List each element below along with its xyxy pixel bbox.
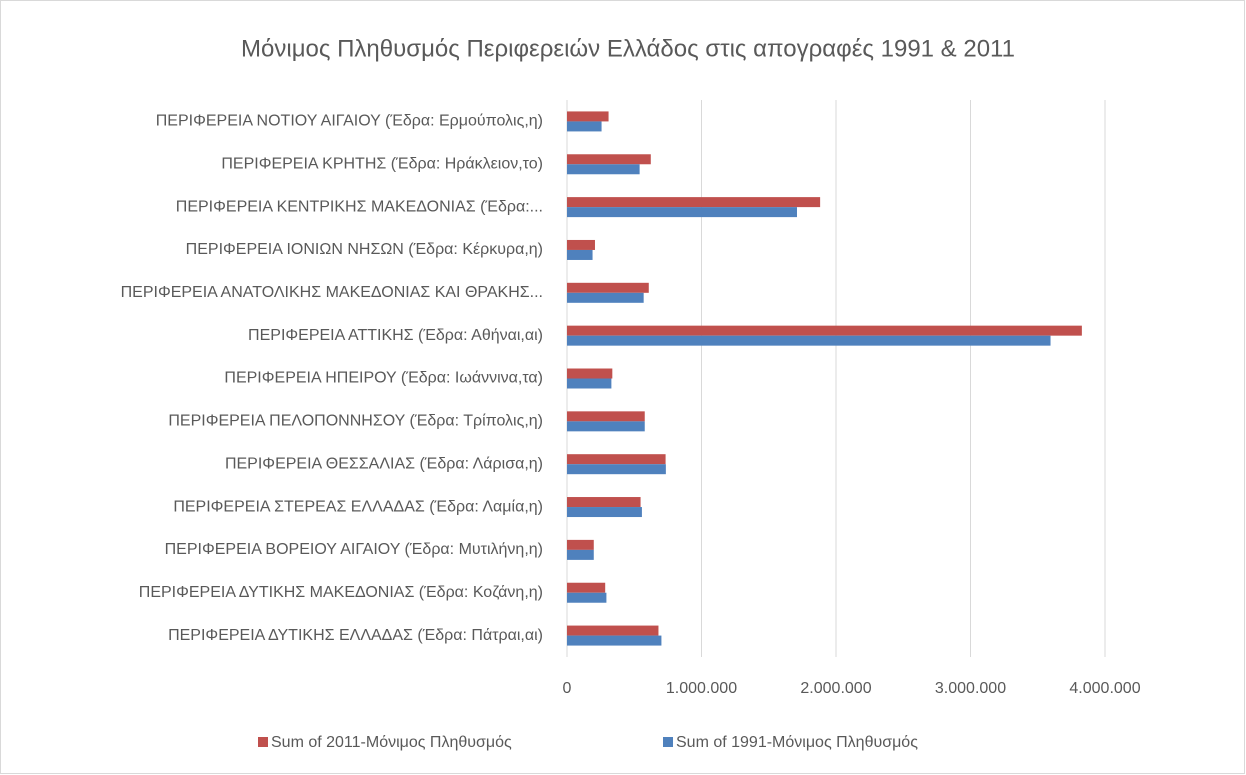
y-tick-label: ΠΕΡΙΦΕΡΕΙΑ ΒΟΡΕΙΟΥ ΑΙΓΑΙΟΥ (Έδρα: Μυτιλή… xyxy=(165,541,543,558)
y-tick-label: ΠΕΡΙΦΕΡΕΙΑ ΣΤΕΡΕΑΣ ΕΛΛΑΔΑΣ (Έδρα: Λαμία,… xyxy=(173,498,543,515)
bar xyxy=(567,111,609,122)
chart-title: Μόνιμος Πληθυσμός Περιφερειών Ελλάδος στ… xyxy=(241,35,1015,62)
x-tick-label: 2.000.000 xyxy=(800,680,871,697)
bar xyxy=(567,582,606,593)
y-tick-label: ΠΕΡΙΦΕΡΕΙΑ ΚΡΗΤΗΣ (Έδρα: Ηράκλειον,το) xyxy=(221,155,543,172)
bar xyxy=(567,635,662,646)
y-tick-label: ΠΕΡΙΦΕΡΕΙΑ ΝΟΤΙΟΥ ΑΙΓΑΙΟΥ (Έδρα: Ερμούπο… xyxy=(156,113,543,130)
bar xyxy=(567,154,651,165)
y-tick-label: ΠΕΡΙΦΕΡΕΙΑ ΘΕΣΣΑΛΙΑΣ (Έδρα: Λάρισα,η) xyxy=(225,455,543,472)
legend-label: Sum of 2011-Μόνιμος Πληθυσμός xyxy=(271,734,512,751)
bar xyxy=(567,421,645,432)
bar xyxy=(567,454,666,465)
y-tick-label: ΠΕΡΙΦΕΡΕΙΑ ΔΥΤΙΚΗΣ ΜΑΚΕΔΟΝΙΑΣ (Έδρα: Κοζ… xyxy=(139,584,543,601)
y-tick-label: ΠΕΡΙΦΕΡΕΙΑ ΔΥΤΙΚΗΣ ΕΛΛΑΔΑΣ (Έδρα: Πάτραι… xyxy=(168,627,543,644)
y-tick-label: ΠΕΡΙΦΕΡΕΙΑ ΠΕΛΟΠΟΝΝΗΣΟΥ (Έδρα: Τρίπολις,… xyxy=(168,413,543,430)
x-tick-label: 1.000.000 xyxy=(666,680,737,697)
bar xyxy=(567,121,602,132)
y-tick-label: ΠΕΡΙΦΕΡΕΙΑ ΑΤΤΙΚΗΣ (Έδρα: Αθήναι,αι) xyxy=(248,327,543,344)
legend-swatch xyxy=(258,737,268,747)
bar xyxy=(567,497,641,508)
bar xyxy=(567,411,645,422)
bar xyxy=(567,164,640,175)
bar xyxy=(567,625,659,636)
legend-label: Sum of 1991-Μόνιμος Πληθυσμός xyxy=(676,734,918,751)
bar xyxy=(567,464,666,475)
y-tick-label: ΠΕΡΙΦΕΡΕΙΑ ΙΟΝΙΩΝ ΝΗΣΩΝ (Έδρα: Κέρκυρα,η… xyxy=(186,241,543,258)
x-tick-label: 4.000.000 xyxy=(1069,680,1140,697)
bar xyxy=(567,207,797,218)
legend-swatch xyxy=(663,737,673,747)
y-tick-label: ΠΕΡΙΦΕΡΕΙΑ ΑΝΑΤΟΛΙΚΗΣ ΜΑΚΕΔΟΝΙΑΣ ΚΑΙ ΘΡΑ… xyxy=(121,284,543,301)
bar xyxy=(567,249,593,260)
x-tick-label: 3.000.000 xyxy=(935,680,1006,697)
y-tick-label: ΠΕΡΙΦΕΡΕΙΑ ΗΠΕΙΡΟΥ (Έδρα: Ιωάννινα,τα) xyxy=(224,370,543,387)
bar xyxy=(567,282,649,293)
bar xyxy=(567,507,642,518)
y-tick-label: ΠΕΡΙΦΕΡΕΙΑ ΚΕΝΤΡΙΚΗΣ ΜΑΚΕΔΟΝΙΑΣ (Έδρα:..… xyxy=(176,198,543,215)
bar xyxy=(567,292,644,303)
bar xyxy=(567,368,613,379)
bar xyxy=(567,197,821,208)
bar xyxy=(567,239,595,250)
bar xyxy=(567,549,594,560)
bar xyxy=(567,325,1082,336)
bar xyxy=(567,335,1051,346)
bar xyxy=(567,592,607,603)
bar xyxy=(567,539,594,550)
x-tick-label: 0 xyxy=(563,680,572,697)
bar xyxy=(567,378,612,389)
